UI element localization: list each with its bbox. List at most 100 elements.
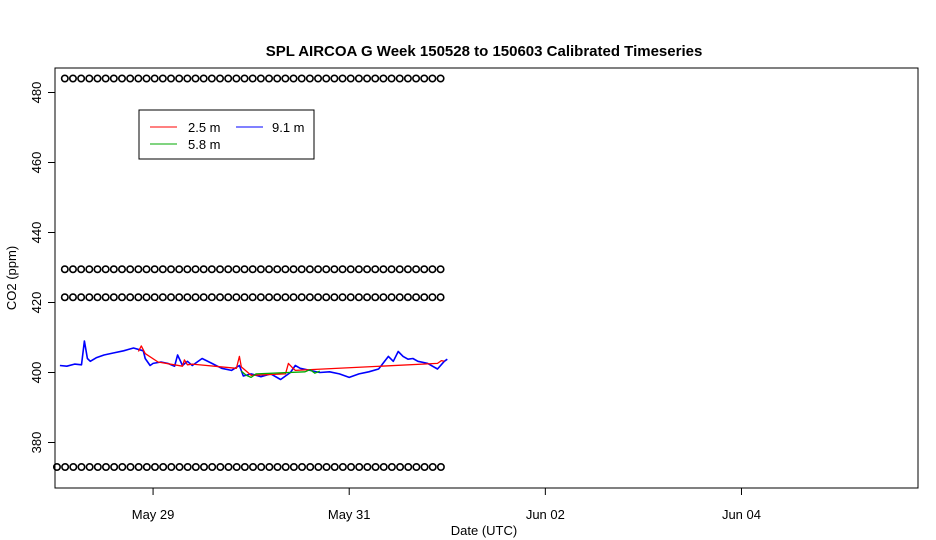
data-series (59, 340, 448, 381)
marker-row-3-point-42 (396, 462, 405, 471)
marker-row-3-point-12 (150, 462, 159, 471)
marker-row-3-point-1 (61, 462, 70, 471)
marker-row-1-point-27 (281, 265, 290, 274)
marker-row-3-point-32 (314, 462, 323, 471)
marker-row-1-point-9 (134, 265, 143, 274)
marker-row-1-point-14 (175, 265, 184, 274)
y-tick-label-0: 380 (29, 432, 44, 454)
y-tick-label-2: 420 (29, 292, 44, 314)
plot-frame (54, 67, 919, 489)
marker-row-1-point-17 (199, 265, 208, 274)
marker-row-0-point-6 (109, 74, 118, 83)
marker-row-0-point-10 (142, 74, 151, 83)
marker-row-2-point-5 (101, 293, 110, 302)
marker-row-3-point-46 (428, 462, 437, 471)
marker-row-0-point-42 (403, 74, 412, 83)
marker-row-3-point-41 (387, 462, 396, 471)
marker-row-0-point-31 (314, 74, 323, 83)
marker-row-0-point-39 (379, 74, 388, 83)
marker-row-3-point-25 (257, 462, 266, 471)
legend-label-9-1m: 9.1 m (272, 120, 305, 135)
marker-row-3-point-10 (134, 462, 143, 471)
marker-row-0-point-33 (330, 74, 339, 83)
marker-row-2-point-32 (322, 293, 331, 302)
marker-row-2-point-19 (216, 293, 225, 302)
marker-row-3-point-4 (85, 462, 94, 471)
marker-row-0-point-12 (158, 74, 167, 83)
marker-row-0-point-9 (134, 74, 143, 83)
marker-row-3-point-14 (167, 462, 176, 471)
marker-row-0-point-35 (346, 74, 355, 83)
marker-row-3-point-17 (191, 462, 200, 471)
x-tick-label-3: Jun 04 (722, 507, 761, 522)
marker-row-3-point-6 (101, 462, 110, 471)
marker-row-1-point-38 (371, 265, 380, 274)
marker-row-0-point-28 (289, 74, 298, 83)
marker-row-2-point-6 (109, 293, 118, 302)
marker-row-1-point-5 (101, 265, 110, 274)
marker-row-3-point-39 (371, 462, 380, 471)
marker-row-1-point-2 (77, 265, 86, 274)
marker-row-3-point-36 (347, 462, 356, 471)
marker-row-0-point-18 (207, 74, 216, 83)
marker-row-1-point-6 (109, 265, 118, 274)
marker-row-2-point-0 (60, 293, 69, 302)
marker-row-1-point-18 (207, 265, 216, 274)
marker-row-2-point-44 (420, 293, 429, 302)
marker-row-0-point-8 (126, 74, 135, 83)
marker-row-1-point-35 (346, 265, 355, 274)
marker-row-0-point-22 (240, 74, 249, 83)
marker-row-0-point-17 (199, 74, 208, 83)
marker-row-0-point-26 (273, 74, 282, 83)
marker-row-3-point-8 (118, 462, 127, 471)
marker-row-2-point-24 (256, 293, 265, 302)
marker-row-3-point-24 (249, 462, 258, 471)
marker-row-3-point-19 (208, 462, 217, 471)
y-tick-label-4: 460 (29, 152, 44, 174)
marker-row-1-point-42 (403, 265, 412, 274)
marker-row-2-point-4 (93, 293, 102, 302)
marker-row-0-point-46 (436, 74, 445, 83)
marker-row-2-point-35 (346, 293, 355, 302)
marker-row-1-point-15 (183, 265, 192, 274)
x-axis: May 29 May 31 Jun 02 Jun 04 (132, 488, 761, 522)
marker-row-2-point-16 (191, 293, 200, 302)
marker-row-2-point-3 (85, 293, 94, 302)
marker-row-3-point-47 (436, 462, 445, 471)
marker-row-0-point-37 (363, 74, 372, 83)
series-line-2-5-m (137, 345, 445, 376)
marker-row-1-point-12 (158, 265, 167, 274)
marker-row-1-point-0 (60, 265, 69, 274)
y-axis-label: CO2 (ppm) (4, 246, 19, 310)
marker-row-3-point-16 (183, 462, 192, 471)
marker-row-0-point-25 (265, 74, 274, 83)
marker-row-1-point-25 (265, 265, 274, 274)
marker-row-1-point-19 (216, 265, 225, 274)
marker-row-3-point-3 (77, 462, 86, 471)
marker-row-1-point-1 (68, 265, 77, 274)
marker-row-3-point-31 (306, 462, 315, 471)
x-tick-label-0: May 29 (132, 507, 175, 522)
marker-row-1-point-11 (150, 265, 159, 274)
marker-row-3-point-23 (240, 462, 249, 471)
marker-row-2-point-14 (175, 293, 184, 302)
marker-row-1-point-37 (363, 265, 372, 274)
y-tick-label-1: 400 (29, 362, 44, 384)
marker-row-0-point-43 (412, 74, 421, 83)
marker-row-2-point-34 (338, 293, 347, 302)
marker-row-1-point-45 (428, 265, 437, 274)
marker-row-2-point-31 (314, 293, 323, 302)
marker-row-0-point-24 (256, 74, 265, 83)
marker-row-3-point-43 (404, 462, 413, 471)
marker-row-1-point-46 (436, 265, 445, 274)
marker-row-2-point-30 (305, 293, 314, 302)
marker-row-0-point-23 (248, 74, 257, 83)
legend-label-5-8m: 5.8 m (188, 137, 221, 152)
marker-row-1-point-10 (142, 265, 151, 274)
marker-row-2-point-10 (142, 293, 151, 302)
marker-row-1-point-36 (354, 265, 363, 274)
marker-row-0-point-38 (371, 74, 380, 83)
chart-title: SPL AIRCOA G Week 150528 to 150603 Calib… (266, 43, 703, 60)
marker-row-3-point-35 (338, 462, 347, 471)
marker-row-2-point-17 (199, 293, 208, 302)
